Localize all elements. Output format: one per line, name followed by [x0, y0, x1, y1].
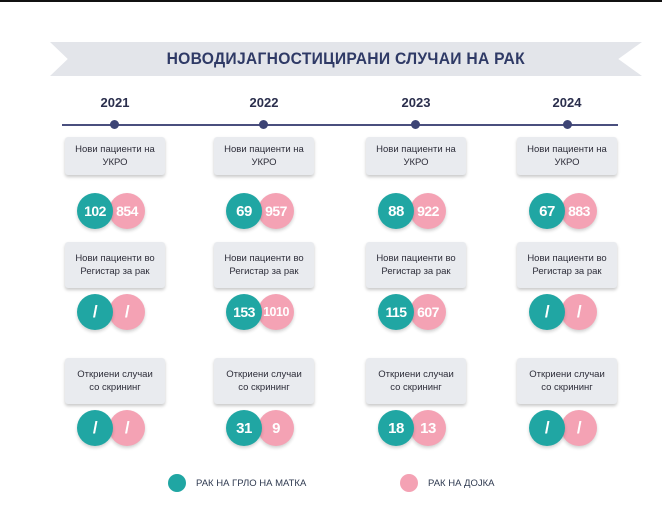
breast-value-circle: /	[561, 294, 597, 330]
registar-values: / /	[65, 294, 165, 332]
skrining-values: 18 13	[366, 410, 466, 448]
label-registar: Нови пациенти во Регистар за рак	[65, 242, 165, 288]
ukro-values: 102 854	[65, 193, 165, 231]
year-label: 2024	[552, 95, 582, 110]
label-ukro: Нови пациенти на УКРО	[366, 137, 466, 175]
label-registar: Нови пациенти во Регистар за рак	[366, 242, 466, 288]
cervix-value-circle: 115	[378, 294, 414, 330]
cervix-value-circle: 153	[226, 294, 262, 330]
label-ukro: Нови пациенти на УКРО	[517, 137, 617, 175]
legend-cervix-label: РАК НА ГРЛО НА МАТКА	[196, 478, 307, 489]
breast-value-circle: 13	[410, 410, 446, 446]
page-title: НОВОДИЈАГНОСТИЦИРАНИ СЛУЧАИ НА РАК	[166, 49, 526, 68]
label-skrining: Откриени случаи со скрининг	[214, 358, 314, 404]
year-label: 2022	[249, 95, 279, 110]
timeline-dot-2021	[110, 120, 119, 129]
breast-value-circle: 9	[258, 410, 294, 446]
title-banner: НОВОДИЈАГНОСТИЦИРАНИ СЛУЧАИ НА РАК	[50, 42, 642, 76]
breast-value-circle: 854	[109, 193, 145, 229]
breast-value-circle: 1010	[258, 294, 294, 330]
label-skrining: Откриени случаи со скрининг	[65, 358, 165, 404]
skrining-values: / /	[517, 410, 617, 448]
ukro-values: 88 922	[366, 193, 466, 231]
cervix-value-circle: 88	[378, 193, 414, 229]
skrining-values: 31 9	[214, 410, 314, 448]
cervix-value-circle: /	[529, 410, 565, 446]
year-label: 2023	[401, 95, 431, 110]
legend-breast-dot	[400, 474, 418, 492]
cervix-value-circle: 31	[226, 410, 262, 446]
ukro-values: 69 957	[214, 193, 314, 231]
year-label: 2021	[100, 95, 130, 110]
breast-value-circle: 883	[561, 193, 597, 229]
breast-value-circle: 922	[410, 193, 446, 229]
label-registar: Нови пациенти во Регистар за рак	[517, 242, 617, 288]
timeline-line	[62, 124, 618, 126]
cervix-value-circle: /	[77, 410, 113, 446]
label-ukro: Нови пациенти на УКРО	[65, 137, 165, 175]
timeline-dot-2023	[411, 120, 420, 129]
timeline-dot-2024	[563, 120, 572, 129]
registar-values: 115 607	[366, 294, 466, 332]
breast-value-circle: 607	[410, 294, 446, 330]
legend-cervix-dot	[168, 474, 186, 492]
label-skrining: Откриени случаи со скрининг	[517, 358, 617, 404]
breast-value-circle: /	[561, 410, 597, 446]
registar-values: 153 1010	[214, 294, 314, 332]
top-border	[0, 0, 662, 2]
label-skrining: Откриени случаи со скрининг	[366, 358, 466, 404]
breast-value-circle: /	[109, 410, 145, 446]
cervix-value-circle: 67	[529, 193, 565, 229]
timeline-dot-2022	[259, 120, 268, 129]
legend-breast-label: РАК НА ДОЈКА	[428, 478, 495, 489]
cervix-value-circle: /	[77, 294, 113, 330]
cervix-value-circle: 102	[77, 193, 113, 229]
cervix-value-circle: 18	[378, 410, 414, 446]
registar-values: / /	[517, 294, 617, 332]
cervix-value-circle: 69	[226, 193, 262, 229]
label-ukro: Нови пациенти на УКРО	[214, 137, 314, 175]
ukro-values: 67 883	[517, 193, 617, 231]
breast-value-circle: /	[109, 294, 145, 330]
breast-value-circle: 957	[258, 193, 294, 229]
skrining-values: / /	[65, 410, 165, 448]
label-registar: Нови пациенти во Регистар за рак	[214, 242, 314, 288]
cervix-value-circle: /	[529, 294, 565, 330]
